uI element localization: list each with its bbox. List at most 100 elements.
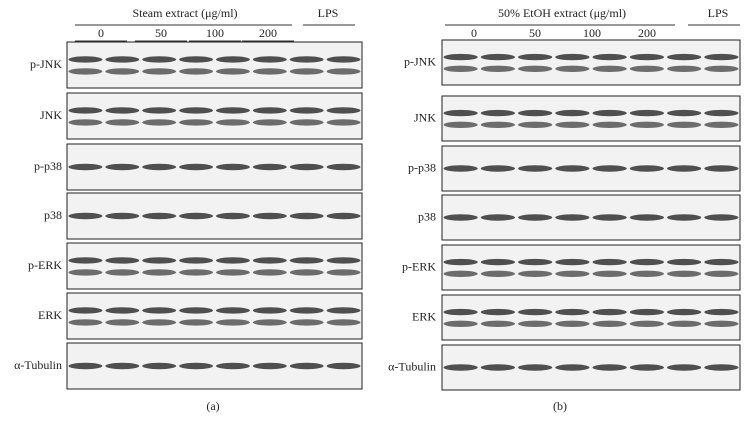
band (555, 121, 590, 128)
band (289, 257, 324, 264)
band (252, 119, 287, 126)
panel-header: 50% EtOH extract (μg/ml) (498, 6, 626, 20)
row-label: p38 (44, 208, 62, 222)
band (142, 319, 177, 326)
band (215, 269, 250, 276)
band (179, 212, 214, 220)
band (326, 269, 361, 276)
row-label: α-Tubulin (14, 358, 62, 372)
band (179, 362, 214, 370)
band (142, 269, 177, 276)
band (289, 307, 324, 314)
band (704, 270, 739, 277)
band (666, 109, 702, 117)
band (629, 165, 665, 172)
band (252, 319, 287, 326)
band (629, 320, 665, 327)
band (68, 269, 103, 276)
band (517, 364, 553, 371)
band (215, 107, 250, 114)
row-label: JNK (40, 108, 62, 122)
band (179, 269, 214, 276)
row-label: p-p38 (408, 160, 436, 174)
band (289, 269, 324, 276)
band (555, 258, 590, 266)
band (252, 212, 287, 220)
band (68, 56, 103, 63)
row-label: α-Tubulin (388, 359, 436, 373)
row-label: p-ERK (28, 258, 62, 272)
band (142, 68, 177, 75)
band (592, 109, 627, 117)
band (326, 319, 361, 326)
band (179, 107, 214, 114)
band (629, 109, 665, 117)
band (443, 65, 478, 73)
band (480, 308, 516, 316)
band (215, 307, 250, 314)
band (517, 270, 553, 277)
band (179, 319, 214, 326)
band (517, 308, 553, 316)
band (179, 119, 214, 126)
band (592, 165, 627, 172)
row-label: p-JNK (404, 54, 436, 68)
band (68, 257, 103, 264)
band (666, 214, 702, 221)
band (517, 258, 553, 266)
band (555, 308, 590, 316)
band (480, 53, 516, 61)
band (480, 258, 516, 266)
band (443, 165, 478, 172)
dose-label: 100 (206, 26, 224, 40)
blot (66, 292, 363, 340)
band (480, 165, 516, 172)
band (142, 107, 177, 114)
band (443, 308, 478, 316)
row-label: JNK (414, 110, 436, 124)
dose-label: 0 (471, 26, 477, 40)
blot (66, 242, 363, 290)
blot (66, 92, 363, 140)
band (326, 68, 361, 75)
band (68, 68, 103, 75)
band (215, 319, 250, 326)
band (480, 320, 516, 327)
band (517, 214, 553, 221)
band (289, 56, 324, 63)
band (517, 109, 553, 117)
band (629, 214, 665, 221)
band (443, 109, 478, 117)
dose-label: 200 (259, 26, 277, 40)
blot (441, 244, 741, 291)
band (517, 165, 553, 172)
band (555, 270, 590, 277)
row-label: ERK (412, 309, 436, 323)
band (289, 362, 324, 370)
band (252, 68, 287, 75)
band (555, 320, 590, 327)
band (480, 364, 516, 371)
row-label: ERK (38, 308, 62, 322)
band (555, 65, 590, 73)
band (215, 163, 250, 171)
band (179, 163, 214, 171)
band (555, 53, 590, 61)
band (592, 53, 627, 61)
band (289, 119, 324, 126)
band (179, 257, 214, 264)
band (480, 65, 516, 73)
band (666, 65, 702, 73)
dose-label: 200 (638, 26, 656, 40)
band (105, 56, 140, 63)
band (179, 68, 214, 75)
band (105, 68, 140, 75)
band (592, 270, 627, 277)
band (326, 107, 361, 114)
band (666, 270, 702, 277)
band (629, 270, 665, 277)
band (68, 119, 103, 126)
band (555, 109, 590, 117)
band (179, 307, 214, 314)
band (252, 56, 287, 63)
